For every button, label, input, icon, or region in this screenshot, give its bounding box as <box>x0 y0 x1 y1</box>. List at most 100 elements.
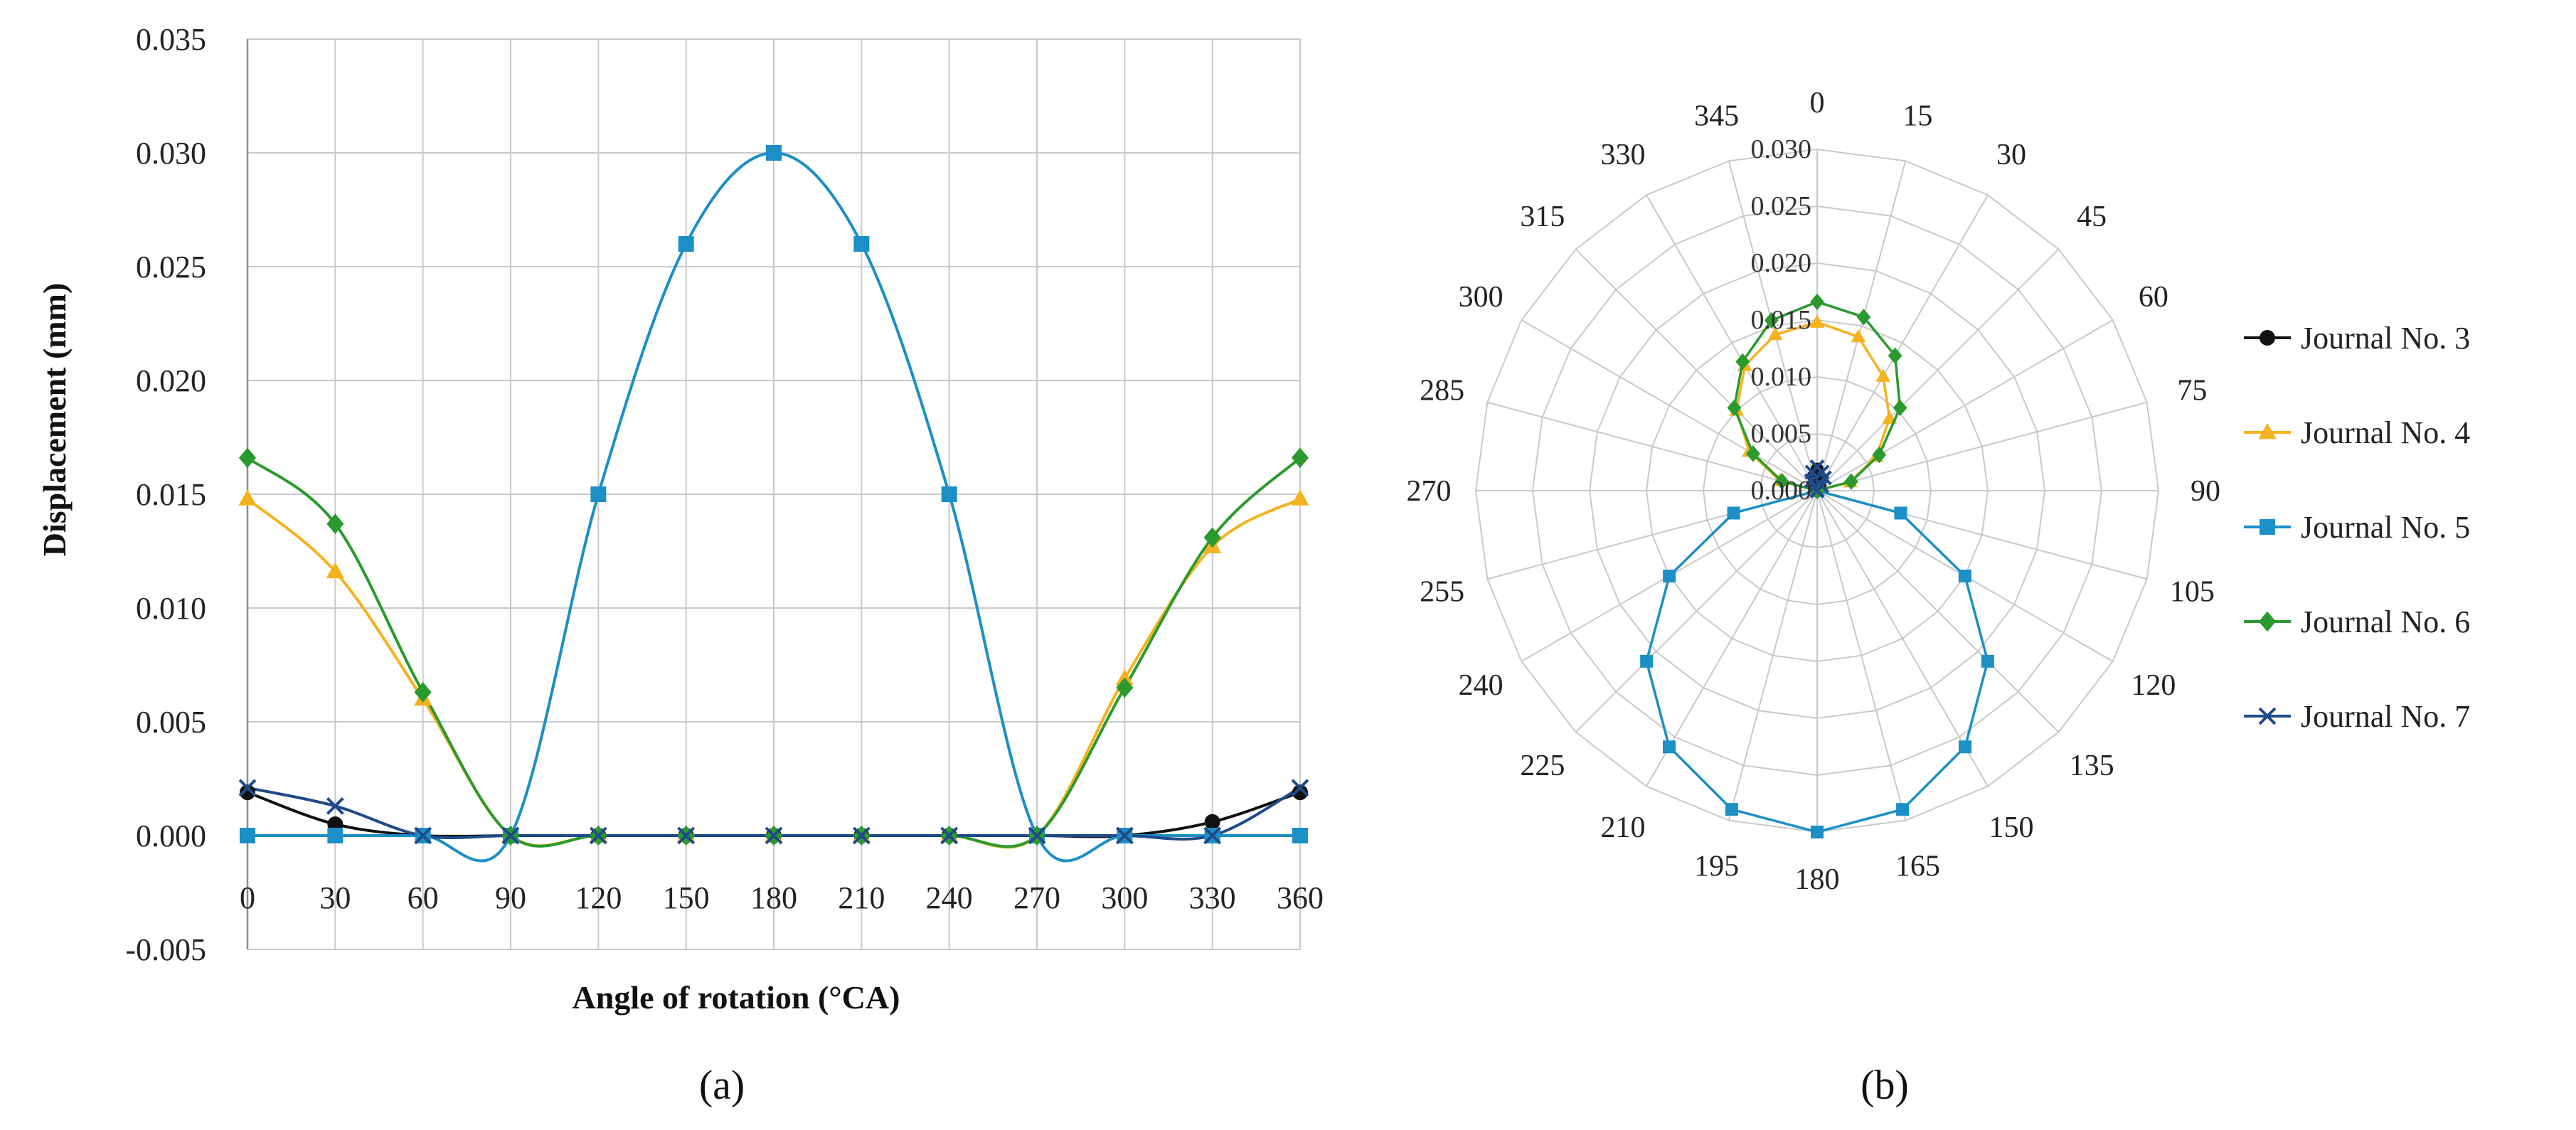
x-marker-stroke <box>1028 826 1046 845</box>
chart-a-x-tick-label: 210 <box>838 880 885 915</box>
chart-b-legend: Journal No. 3 Journal No. 4 Journal No. 5 J… <box>2244 321 2470 734</box>
chart-b-point-journal-no-5 <box>1725 803 1738 816</box>
chart-a-y-tick-label: -0.005 <box>125 932 206 967</box>
chart-a-point-journal-no-4 <box>326 562 344 579</box>
chart-b-spoke <box>1816 490 1989 787</box>
chart-a-y-tick-label: 0.005 <box>136 705 206 740</box>
chart-b-angle-label: 30 <box>1996 139 2026 171</box>
chart-a-point-journal-no-7 <box>765 826 783 845</box>
legend-item-journal-no-4: Journal No. 4 <box>2244 415 2470 450</box>
chart-b-point-journal-no-5 <box>1727 506 1740 520</box>
chart-a-point-journal-no-6 <box>238 447 257 469</box>
chart-b-point-journal-no-6 <box>1774 473 1789 490</box>
chart-a-tick-labels: -0.005 0.000 0.005 0.010 0.015 0.020 0.025 0.03… <box>125 22 1324 967</box>
chart-a-point-journal-no-7 <box>1203 826 1222 845</box>
chart-b-point-journal-no-4 <box>1767 326 1783 341</box>
x-marker-stroke <box>940 826 959 845</box>
legend-item-journal-no-5: Journal No. 5 <box>2244 510 2470 545</box>
chart-a-point-journal-no-5 <box>1292 828 1308 843</box>
chart-b-point-journal-no-4 <box>1809 314 1825 328</box>
legend-item-journal-no-3: Journal No. 3 <box>2244 321 2470 356</box>
chart-a-point-journal-no-6 <box>1116 677 1134 698</box>
chart-b-point-journal-no-5 <box>1981 654 1994 668</box>
legend-marker-journal-no-4 <box>2258 422 2277 439</box>
chart-b-angle-label: 255 <box>1420 575 1464 608</box>
chart-b-angle-label: 0 <box>1810 87 1825 119</box>
chart-b-spoke <box>1816 401 2147 491</box>
chart-b-spoke <box>1646 490 1818 787</box>
x-marker-stroke <box>326 796 344 815</box>
chart-a-point-journal-no-6 <box>326 513 344 534</box>
x-marker-stroke <box>1291 779 1309 797</box>
chart-a-y-tick-label: 0.025 <box>136 250 206 284</box>
chart-b-spoke <box>1575 490 1818 733</box>
chart-a-point-journal-no-7 <box>414 826 432 845</box>
chart-b-angle-label: 330 <box>1601 139 1646 171</box>
chart-a-x-tick-label: 30 <box>319 880 351 915</box>
chart-a-point-journal-no-5 <box>590 486 607 502</box>
chart-b-point-journal-no-6 <box>1888 347 1902 364</box>
legend-marker-journal-no-5 <box>2260 519 2275 535</box>
chart-b-point-journal-no-6 <box>1856 309 1871 326</box>
chart-a-point-journal-no-5 <box>327 828 344 843</box>
chart-b-spoke <box>1575 248 1818 491</box>
x-marker-stroke <box>501 826 520 845</box>
chart-b-angle-label: 225 <box>1520 750 1565 782</box>
chart-b-point-journal-no-5 <box>1811 826 1824 838</box>
chart-b-angle-label: 150 <box>1989 811 2034 844</box>
chart-b-point-journal-no-4 <box>1875 368 1891 382</box>
x-marker-stroke <box>1203 826 1222 845</box>
chart-b-angle-label: 210 <box>1601 811 1646 844</box>
chart-b-angle-label: 75 <box>2177 375 2207 407</box>
chart-b-point-journal-no-5 <box>1894 506 1907 520</box>
legend-item-journal-no-6: Journal No. 6 <box>2244 604 2470 639</box>
chart-a-point-journal-no-7 <box>589 826 607 845</box>
chart-b-labels: 0 15 30 45 60 75 90 105 120 135 150 165 180 195 210 225… <box>1407 87 2221 896</box>
chart-b-point-journal-no-6 <box>1727 399 1742 417</box>
chart-b-point-journal-no-5 <box>1640 654 1654 668</box>
x-marker-stroke <box>2258 707 2277 725</box>
chart-b-angle-label: 345 <box>1694 100 1739 133</box>
chart-a-y-tick-label: 0.020 <box>136 363 206 398</box>
chart-a-x-tick-label: 330 <box>1189 880 1236 915</box>
chart-b-point-journal-no-5 <box>1896 803 1910 816</box>
chart-a-x-tick-label: 120 <box>575 880 622 915</box>
chart-b: 0 15 30 45 60 75 90 105 120 135 150 165 180 195 210 225… <box>1407 87 2471 1108</box>
chart-b-angle-label: 270 <box>1407 475 1452 508</box>
chart-b-radial-label: 0.030 <box>1751 134 1812 164</box>
chart-b-radial-label: 0.015 <box>1751 305 1812 335</box>
x-marker-stroke <box>589 826 607 845</box>
chart-a: -0.005 0.000 0.005 0.010 0.015 0.020 0.025 0.03… <box>36 22 1324 1108</box>
chart-b-series <box>1640 293 1994 838</box>
chart-b-radial-label: 0.025 <box>1751 191 1812 221</box>
chart-a-x-tick-label: 0 <box>240 880 255 915</box>
chart-a-y-tick-label: 0.010 <box>136 591 206 626</box>
chart-b-angle-label: 315 <box>1520 201 1565 233</box>
chart-a-x-tick-label: 60 <box>408 880 439 915</box>
chart-a-point-journal-no-5 <box>941 486 957 502</box>
chart-b-spoke <box>1521 319 1818 491</box>
chart-b-angle-label: 60 <box>2139 281 2168 314</box>
chart-a-point-journal-no-7 <box>1028 826 1046 845</box>
chart-a-point-journal-no-5 <box>240 828 255 843</box>
legend-label-journal-no-7: Journal No. 7 <box>2301 699 2470 734</box>
chart-a-y-axis-title: Displacement (mm) <box>36 283 73 557</box>
x-marker-stroke <box>1806 480 1821 495</box>
chart-a-x-axis-title: Angle of rotation (°CA) <box>573 979 900 1016</box>
chart-a-point-journal-no-7 <box>1291 779 1309 797</box>
chart-a-point-journal-no-4 <box>1291 489 1309 506</box>
x-marker-stroke <box>765 826 783 845</box>
chart-b-point-journal-no-6 <box>1746 445 1760 462</box>
x-marker-stroke <box>238 779 257 797</box>
chart-b-spoke <box>1728 490 1818 821</box>
chart-b-angle-label: 180 <box>1795 863 1840 896</box>
chart-b-angle-label: 15 <box>1902 100 1932 133</box>
chart-b-angle-label: 285 <box>1420 375 1464 407</box>
chart-a-caption: (a) <box>699 1062 745 1108</box>
chart-a-point-journal-no-5 <box>678 236 694 252</box>
chart-b-radial-label: 0.005 <box>1751 419 1812 449</box>
legend-label-journal-no-3: Journal No. 3 <box>2301 321 2470 356</box>
chart-a-point-journal-no-6 <box>1203 527 1221 548</box>
